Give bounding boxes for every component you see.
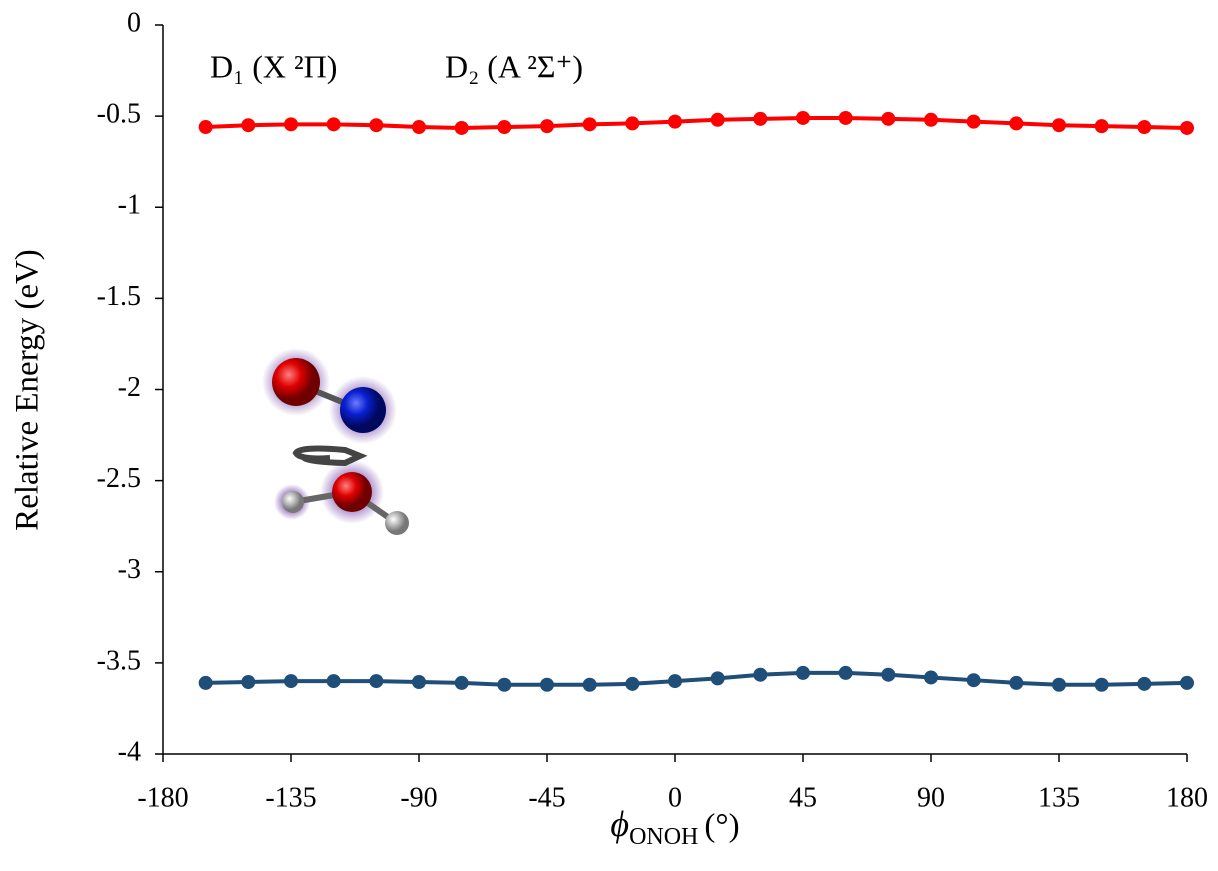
data-point xyxy=(284,117,298,131)
x-tick-label: 180 xyxy=(1166,782,1208,813)
y-tick-label: -2 xyxy=(118,372,141,403)
y-tick-label: -3 xyxy=(118,554,141,585)
data-point xyxy=(625,116,639,130)
legend-label: D₂ (A ²Σ⁺) xyxy=(445,48,583,84)
data-point xyxy=(412,675,426,689)
data-point xyxy=(796,666,810,680)
data-point xyxy=(924,670,938,684)
x-tick-label: 135 xyxy=(1038,782,1080,813)
y-tick-label: -0.5 xyxy=(97,99,141,130)
data-point xyxy=(241,675,255,689)
data-point xyxy=(369,674,383,688)
y-tick-label: -1 xyxy=(118,190,141,221)
y-tick-label: -1.5 xyxy=(97,281,141,312)
data-point xyxy=(284,674,298,688)
y-tick-label: -3.5 xyxy=(97,645,141,676)
data-point xyxy=(497,678,511,692)
data-point xyxy=(455,676,469,690)
data-point xyxy=(583,117,597,131)
data-point xyxy=(1137,120,1151,134)
x-tick-label: -180 xyxy=(137,782,188,813)
data-point xyxy=(1009,676,1023,690)
x-tick-label: -135 xyxy=(265,782,316,813)
data-point xyxy=(668,115,682,129)
series-line xyxy=(206,673,1187,685)
x-tick-label: 45 xyxy=(789,782,817,813)
data-point xyxy=(369,118,383,132)
x-label-unit: (°) xyxy=(704,808,739,844)
data-point xyxy=(881,112,895,126)
y-tick-label: -2.5 xyxy=(97,463,141,494)
data-point xyxy=(199,120,213,134)
series-line xyxy=(206,118,1187,128)
data-point xyxy=(796,111,810,125)
data-point xyxy=(753,668,767,682)
y-axis-label: Relative Energy (eV) xyxy=(10,249,46,531)
data-point xyxy=(497,120,511,134)
data-point xyxy=(711,671,725,685)
chart: Relative Energy (eV) ϕONOH(°) 0 -0.5 -1 -1.… xyxy=(0,0,1218,871)
data-point xyxy=(625,677,639,691)
legend-label: D₁ (X ²Π) xyxy=(210,48,337,84)
data-point xyxy=(1052,678,1066,692)
data-point xyxy=(540,119,554,133)
data-point xyxy=(1052,118,1066,132)
data-point xyxy=(1095,119,1109,133)
data-point xyxy=(455,121,469,135)
x-tick-label: 0 xyxy=(668,782,682,813)
data-point xyxy=(668,674,682,688)
x-tick-label: -45 xyxy=(528,782,565,813)
y-tick-label: 0 xyxy=(127,7,141,38)
data-point xyxy=(711,113,725,127)
data-point xyxy=(924,113,938,127)
x-tick-label: 90 xyxy=(917,782,945,813)
data-point xyxy=(753,112,767,126)
data-point xyxy=(241,118,255,132)
data-point xyxy=(540,678,554,692)
data-point xyxy=(1095,678,1109,692)
data-point xyxy=(412,120,426,134)
molecule-illustration xyxy=(262,348,409,535)
data-point xyxy=(1180,121,1194,135)
y-tick-label: -4 xyxy=(118,736,141,767)
data-point xyxy=(967,115,981,129)
data-point xyxy=(839,666,853,680)
data-point xyxy=(1137,677,1151,691)
x-tick-label: -90 xyxy=(400,782,437,813)
data-point xyxy=(1009,116,1023,130)
x-label-symbol: ϕ xyxy=(610,804,629,844)
data-point xyxy=(839,111,853,125)
x-label-subscript: ONOH xyxy=(629,824,698,850)
data-point xyxy=(881,668,895,682)
data-point xyxy=(199,676,213,690)
data-point xyxy=(327,117,341,131)
data-point xyxy=(967,673,981,687)
data-point xyxy=(327,674,341,688)
data-point xyxy=(583,678,597,692)
data-point xyxy=(1180,676,1194,690)
